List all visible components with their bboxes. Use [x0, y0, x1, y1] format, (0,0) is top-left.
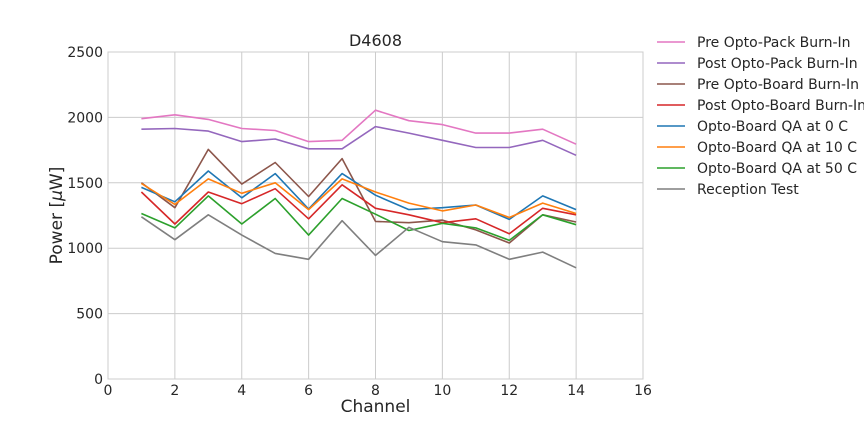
x-tick-label: 14 [567, 383, 585, 399]
y-tick-label: 0 [94, 372, 103, 388]
x-tick-label: 4 [237, 383, 246, 399]
chart-title: D4608 [349, 31, 402, 50]
plot-frame [107, 51, 644, 380]
y-tick-label: 1500 [67, 176, 103, 192]
x-tick-label: 0 [104, 383, 113, 399]
legend-label: Opto-Board QA at 50 C [697, 161, 857, 177]
x-tick-label: 2 [170, 383, 179, 399]
y-axis-label: Power [μW] [47, 167, 67, 265]
x-tick-label: 6 [304, 383, 313, 399]
x-axis-label: Channel [341, 397, 411, 417]
y-tick-label: 2000 [67, 110, 103, 126]
y-axis-label-text: Power [ [47, 201, 67, 264]
series-line-3 [140, 148, 577, 244]
series-line-6 [140, 178, 577, 219]
x-tick-label: 12 [500, 383, 518, 399]
legend-label: Reception Test [697, 182, 799, 198]
legend-label: Pre Opto-Pack Burn-In [697, 35, 851, 51]
series-lines [140, 109, 577, 269]
series-line-2 [141, 125, 577, 157]
y-tick-label: 2500 [67, 45, 103, 61]
tick-labels: 0 2 4 6 8 10 12 14 16 0 500 1000 1500 2000 2500 [67, 45, 652, 399]
legend-label: Opto-Board QA at 10 C [697, 140, 857, 156]
y-tick-label: 500 [76, 307, 103, 323]
y-axis-label-mu: μ [47, 190, 67, 202]
x-tick-label: 8 [371, 383, 380, 399]
y-tick-label: 1000 [67, 241, 103, 257]
series-line-5 [141, 170, 577, 221]
legend-label: Post Opto-Board Burn-In [697, 98, 864, 114]
series-line-4 [140, 184, 577, 235]
series-line-1 [141, 109, 577, 145]
legend-label: Post Opto-Pack Burn-In [697, 56, 858, 72]
legend-label: Opto-Board QA at 0 C [697, 119, 848, 135]
x-tick-label: 10 [433, 383, 451, 399]
legend-label: Pre Opto-Board Burn-In [697, 77, 859, 93]
y-axis-label-unit: W] [47, 167, 67, 190]
series-line-8 [140, 214, 577, 269]
x-tick-label: 16 [634, 383, 652, 399]
series-line-7 [141, 195, 577, 242]
legend: Pre Opto-Pack Burn-In Post Opto-Pack Burn… [657, 35, 864, 198]
